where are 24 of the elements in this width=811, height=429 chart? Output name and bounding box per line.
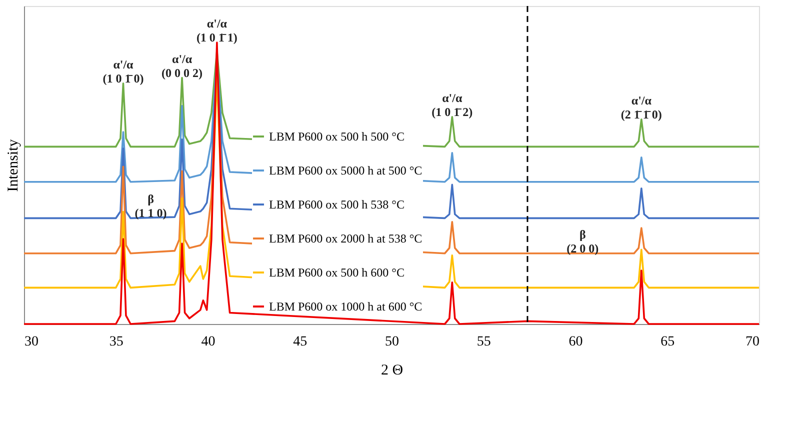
- x-tick-label: 30: [24, 334, 38, 350]
- legend-label: LBM P600 ox 500 h 500 °C: [269, 130, 404, 144]
- x-tick-label: 55: [476, 334, 491, 350]
- legend-label: LBM P600 ox 1000 h at 600 °C: [269, 300, 422, 314]
- legend-label: LBM P600 ox 5000 h at 500 °C: [269, 164, 422, 178]
- annotation: α'/α (0 0 0 2): [162, 52, 203, 80]
- legend-label: LBM P600 ox 500 h 538 °C: [269, 198, 404, 212]
- x-tick-label: 45: [293, 334, 308, 350]
- annotation: α'/α (1 0 1̄ 0): [102, 57, 144, 86]
- annotation: α'/α (1 0 1̄ 2): [432, 90, 473, 119]
- annotation: β (1 1 0): [134, 192, 167, 220]
- annotation: α'/α (1 0 1̄ 1): [196, 16, 238, 45]
- x-tick-label: 70: [746, 334, 760, 350]
- annotation: β (2 0 0): [566, 227, 599, 256]
- y-axis-title: Intensity: [6, 138, 22, 192]
- legend-label: LBM P600 ox 2000 h at 538 °C: [269, 232, 422, 246]
- legend-label: LBM P600 ox 500 h 600 °C: [269, 266, 404, 280]
- x-tick-label: 50: [385, 334, 399, 350]
- annotation: α'/α (2 1̄ 1̄ 0): [620, 93, 662, 122]
- x-tick-label: 35: [109, 334, 124, 350]
- x-tick-label: 40: [201, 334, 216, 350]
- x-tick-label: 60: [568, 334, 583, 350]
- x-axis-title: 2 Θ: [380, 362, 404, 378]
- x-tick-label: 65: [660, 334, 675, 350]
